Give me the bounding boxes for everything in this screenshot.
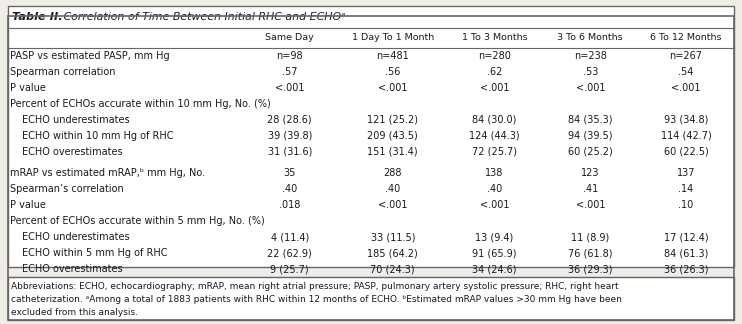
Text: 72 (25.7): 72 (25.7) [472, 146, 517, 156]
Text: <.001: <.001 [479, 200, 509, 210]
Text: <.001: <.001 [479, 83, 509, 93]
Text: Table II.: Table II. [12, 12, 62, 22]
Text: n=280: n=280 [478, 51, 510, 61]
Text: 60 (22.5): 60 (22.5) [663, 146, 709, 156]
Text: 1 Day To 1 Month: 1 Day To 1 Month [352, 33, 434, 42]
Text: 84 (35.3): 84 (35.3) [568, 115, 612, 125]
Text: 91 (65.9): 91 (65.9) [472, 248, 516, 258]
Text: 36 (26.3): 36 (26.3) [664, 264, 709, 274]
Text: ECHO overestimates: ECHO overestimates [22, 264, 122, 274]
Text: 114 (42.7): 114 (42.7) [660, 131, 712, 141]
Text: 31 (31.6): 31 (31.6) [268, 146, 312, 156]
Text: ECHO overestimates: ECHO overestimates [22, 146, 122, 156]
Text: 33 (11.5): 33 (11.5) [370, 232, 415, 242]
Text: 123: 123 [581, 168, 600, 179]
Text: 6 To 12 Months: 6 To 12 Months [650, 33, 722, 42]
Text: 39 (39.8): 39 (39.8) [268, 131, 312, 141]
Text: 84 (30.0): 84 (30.0) [472, 115, 516, 125]
Text: 13 (9.4): 13 (9.4) [476, 232, 513, 242]
Text: mRAP vs estimated mRAP,ᵇ mm Hg, No.: mRAP vs estimated mRAP,ᵇ mm Hg, No. [10, 168, 205, 179]
Text: <.001: <.001 [275, 83, 304, 93]
Text: 93 (34.8): 93 (34.8) [664, 115, 709, 125]
Text: Abbreviations: ECHO, echocardiography; mRAP, mean right atrial pressure; PASP, p: Abbreviations: ECHO, echocardiography; m… [11, 282, 619, 291]
Text: 11 (8.9): 11 (8.9) [571, 232, 609, 242]
Text: .10: .10 [678, 200, 694, 210]
Text: 138: 138 [485, 168, 504, 179]
Text: Spearman’s correlation: Spearman’s correlation [10, 184, 124, 194]
Text: 288: 288 [384, 168, 402, 179]
Text: 84 (61.3): 84 (61.3) [664, 248, 709, 258]
Text: 209 (43.5): 209 (43.5) [367, 131, 418, 141]
Text: catheterization. ᵃAmong a total of 1883 patients with RHC within 12 months of EC: catheterization. ᵃAmong a total of 1883 … [11, 295, 622, 304]
Text: n=98: n=98 [276, 51, 303, 61]
Text: .14: .14 [678, 184, 694, 194]
Text: Percent of ECHOs accurate within 10 mm Hg, No. (%): Percent of ECHOs accurate within 10 mm H… [10, 99, 271, 109]
Text: 124 (44.3): 124 (44.3) [469, 131, 519, 141]
Text: ECHO underestimates: ECHO underestimates [22, 232, 130, 242]
Text: ECHO within 5 mm Hg of RHC: ECHO within 5 mm Hg of RHC [22, 248, 168, 258]
Bar [8, 277, 734, 320]
Text: 4 (11.4): 4 (11.4) [271, 232, 309, 242]
Text: 9 (25.7): 9 (25.7) [270, 264, 309, 274]
Text: 17 (12.4): 17 (12.4) [664, 232, 709, 242]
Text: .40: .40 [282, 184, 298, 194]
Text: Percent of ECHOs accurate within 5 mm Hg, No. (%): Percent of ECHOs accurate within 5 mm Hg… [10, 216, 265, 226]
Text: Same Day: Same Day [266, 33, 314, 42]
Text: 28 (28.6): 28 (28.6) [267, 115, 312, 125]
Text: 137: 137 [677, 168, 695, 179]
Text: 121 (25.2): 121 (25.2) [367, 115, 418, 125]
Text: .018: .018 [279, 200, 301, 210]
Text: 36 (29.3): 36 (29.3) [568, 264, 612, 274]
Text: <.001: <.001 [576, 200, 605, 210]
Text: 76 (61.8): 76 (61.8) [568, 248, 612, 258]
Text: 35: 35 [283, 168, 296, 179]
Text: 151 (31.4): 151 (31.4) [367, 146, 418, 156]
Text: ECHO within 10 mm Hg of RHC: ECHO within 10 mm Hg of RHC [22, 131, 174, 141]
Text: Spearman correlation: Spearman correlation [10, 67, 116, 77]
Text: <.001: <.001 [378, 200, 407, 210]
Text: PASP vs estimated PASP, mm Hg: PASP vs estimated PASP, mm Hg [10, 51, 170, 61]
Text: 22 (62.9): 22 (62.9) [267, 248, 312, 258]
Text: 1 To 3 Months: 1 To 3 Months [462, 33, 528, 42]
Text: n=481: n=481 [376, 51, 409, 61]
Text: n=267: n=267 [669, 51, 703, 61]
Text: .40: .40 [487, 184, 502, 194]
Text: 3 To 6 Months: 3 To 6 Months [557, 33, 623, 42]
Text: .62: .62 [487, 67, 502, 77]
Text: .40: .40 [385, 184, 401, 194]
Text: Correlation of Time Between Initial RHC and ECHOᵃ: Correlation of Time Between Initial RHC … [60, 12, 345, 22]
Text: <.001: <.001 [378, 83, 407, 93]
Text: 60 (25.2): 60 (25.2) [568, 146, 613, 156]
Text: 70 (24.3): 70 (24.3) [370, 264, 415, 274]
Text: excluded from this analysis.: excluded from this analysis. [11, 308, 138, 317]
Text: 94 (39.5): 94 (39.5) [568, 131, 612, 141]
Text: <.001: <.001 [576, 83, 605, 93]
Text: P value: P value [10, 83, 46, 93]
Text: .41: .41 [582, 184, 598, 194]
Text: .57: .57 [282, 67, 298, 77]
Text: .56: .56 [385, 67, 401, 77]
Text: P value: P value [10, 200, 46, 210]
Text: 34 (24.6): 34 (24.6) [472, 264, 516, 274]
Text: .54: .54 [678, 67, 694, 77]
Text: 185 (64.2): 185 (64.2) [367, 248, 418, 258]
Text: n=238: n=238 [574, 51, 607, 61]
Text: .53: .53 [582, 67, 598, 77]
Bar [8, 6, 734, 267]
Text: ECHO underestimates: ECHO underestimates [22, 115, 130, 125]
Text: <.001: <.001 [672, 83, 701, 93]
